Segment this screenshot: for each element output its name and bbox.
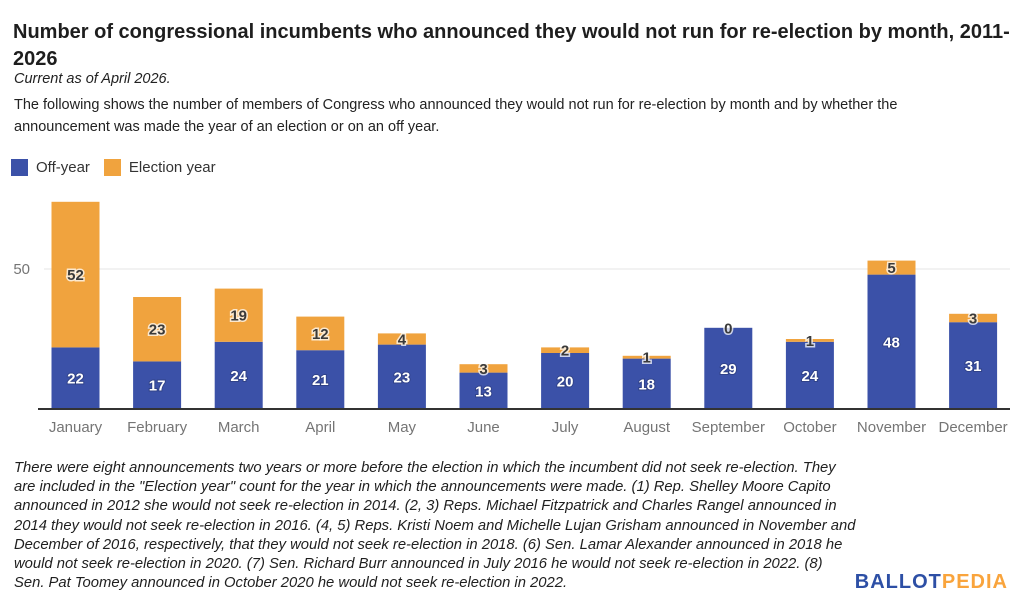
election-year-value-march: 19 (230, 308, 247, 325)
bar-election-year-june[interactable] (459, 364, 508, 373)
off-year-value-october: 24 (802, 368, 819, 385)
x-axis-label-june: June (467, 419, 500, 436)
chart-area: 50 22 52 January 17 23 February 24 19 March 21 12 Ap… (0, 185, 1024, 445)
x-axis-label-may: May (388, 419, 417, 436)
x-axis-label-january: January (49, 419, 103, 436)
election-year-value-february: 23 (149, 322, 166, 339)
bar-election-year-may[interactable] (377, 333, 426, 345)
off-year-value-july: 20 (557, 374, 574, 391)
bar-off-year-may[interactable] (377, 344, 426, 409)
x-axis-label-april: April (305, 419, 335, 436)
off-year-value-may: 23 (394, 369, 411, 386)
election-year-value-july: 2 (561, 343, 569, 360)
election-year-value-june: 3 (479, 361, 487, 378)
election-year-value-april: 12 (312, 326, 329, 343)
logo-ballot-text: BALLOT (854, 571, 942, 593)
election-year-value-november: 5 (887, 260, 895, 277)
off-year-value-march: 24 (230, 368, 247, 385)
bar-off-year-march[interactable] (214, 341, 263, 409)
off-year-value-august: 18 (638, 376, 655, 393)
off-year-value-february: 17 (149, 378, 166, 395)
legend-item-off-year: Off-year (11, 159, 90, 176)
election-year-value-january: 52 (67, 267, 84, 284)
off-year-value-november: 48 (883, 334, 900, 351)
bar-off-year-september[interactable] (704, 327, 753, 409)
bar-off-year-august[interactable] (622, 358, 671, 409)
x-axis-label-october: October (783, 419, 836, 436)
x-axis-label-november: November (857, 419, 926, 436)
bar-off-year-december[interactable] (949, 322, 998, 409)
y-tick-label: 50 (13, 261, 30, 278)
bar-election-year-march[interactable] (214, 288, 263, 342)
x-axis-label-august: August (623, 419, 671, 436)
logo-pedia-text: PEDIA (941, 571, 1008, 593)
legend-item-election-year: Election year (103, 159, 216, 176)
off-year-value-september: 29 (720, 361, 737, 378)
off-year-swatch (11, 159, 28, 176)
off-year-value-january: 22 (67, 371, 84, 388)
chart-footnote: There were eight announcements two years… (14, 460, 856, 592)
x-axis-label-february: February (127, 419, 188, 436)
ballotpedia-logo: BALLOTPEDIA (855, 571, 1008, 594)
bar-election-year-december[interactable] (949, 313, 998, 323)
x-axis-label-july: July (552, 419, 579, 436)
election-year-value-september: 0 (724, 320, 732, 337)
legend-label-off-year: Off-year (36, 159, 90, 176)
off-year-value-december: 31 (965, 358, 982, 375)
bar-election-year-july[interactable] (541, 347, 590, 353)
bar-off-year-april[interactable] (296, 350, 345, 409)
bar-off-year-july[interactable] (541, 353, 590, 409)
current-as-of-note: Current as of April 2026. (14, 71, 171, 87)
bar-off-year-january[interactable] (51, 347, 100, 409)
bar-election-year-january[interactable] (51, 201, 100, 348)
chart-description: The following shows the number of member… (14, 97, 898, 135)
x-axis-label-september: September (692, 419, 765, 436)
bar-election-year-november[interactable] (867, 260, 916, 275)
bar-election-year-february[interactable] (133, 297, 182, 362)
stacked-bar-chart: 502252January1723February2419March2112Ap… (13, 201, 1010, 436)
bar-off-year-october[interactable] (785, 341, 834, 409)
bar-off-year-november[interactable] (867, 274, 916, 409)
bar-off-year-june[interactable] (459, 372, 508, 409)
bar-off-year-february[interactable] (133, 361, 182, 409)
election-year-value-december: 3 (969, 311, 977, 328)
election-year-value-august: 1 (643, 350, 651, 367)
election-year-value-october: 1 (806, 333, 814, 350)
off-year-value-april: 21 (312, 372, 329, 389)
legend-label-election-year: Election year (128, 159, 216, 176)
bar-election-year-april[interactable] (296, 316, 345, 351)
election-year-value-may: 4 (398, 332, 407, 349)
bar-election-year-august[interactable] (622, 355, 671, 359)
page-title: Number of congressional incumbents who a… (13, 21, 1010, 71)
election-year-swatch (103, 159, 121, 176)
x-axis-label-december: December (938, 419, 1007, 436)
off-year-value-june: 13 (475, 383, 492, 400)
chart-legend: Off-year Election year (11, 159, 216, 176)
bar-election-year-october[interactable] (785, 339, 834, 342)
x-axis-label-march: March (218, 419, 260, 436)
